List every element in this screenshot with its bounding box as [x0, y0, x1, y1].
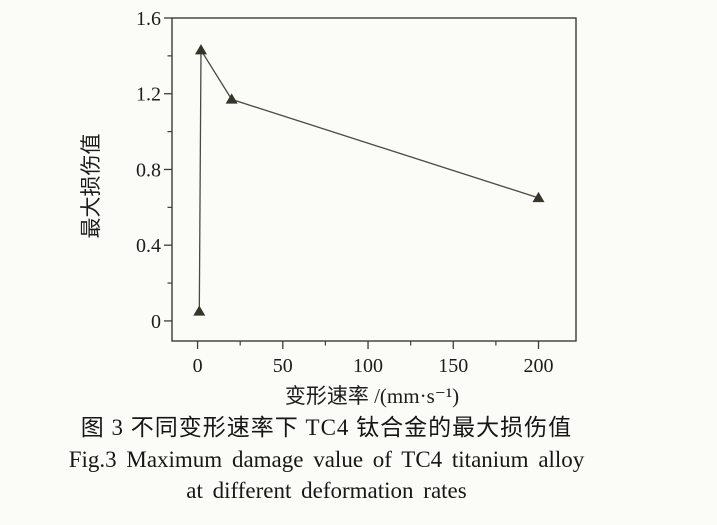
- x-axis-label: 变形速率 /(mm·s⁻¹): [285, 384, 459, 408]
- data-point-marker: [194, 44, 207, 55]
- data-point-marker: [193, 305, 206, 316]
- data-point-marker: [532, 191, 545, 203]
- figure-caption-en-line1: Fig.3 Maximum damage value of TC4 titani…: [68, 447, 585, 472]
- data-point-marker: [225, 93, 238, 104]
- x-tick-label: 150: [438, 355, 468, 377]
- x-tick-label: 200: [523, 355, 553, 377]
- y-tick-label: 1.6: [136, 8, 161, 30]
- x-tick-label: 50: [273, 355, 293, 377]
- plot-area: 0 50 100 150 200 0 0.4 0.8 1.2 1.6: [136, 8, 577, 377]
- plot-frame: [171, 17, 577, 342]
- x-tick-label: 100: [353, 355, 383, 377]
- y-tick-label: 0.4: [136, 235, 161, 257]
- figure-caption-en-line2: at different deformation rates: [186, 478, 467, 503]
- y-tick-label: 0.8: [136, 159, 161, 181]
- y-axis-label: 最大损伤值: [79, 134, 103, 239]
- figure-caption-block: 图 3 不同变形速率下 TC4 钛合金的最大损伤值 Fig.3 Maximum …: [0, 411, 685, 506]
- y-tick-label: 1.2: [136, 84, 161, 106]
- data-line: [198, 47, 539, 312]
- figure-caption-zh: 图 3 不同变形速率下 TC4 钛合金的最大损伤值: [80, 415, 573, 440]
- damage-line-chart: 0 50 100 150 200 0 0.4 0.8 1.2 1.6 变形速率 /(mm·s⁻¹)…: [79, 8, 577, 408]
- x-tick-label: 0: [193, 355, 203, 377]
- y-tick-label: 0: [151, 311, 161, 333]
